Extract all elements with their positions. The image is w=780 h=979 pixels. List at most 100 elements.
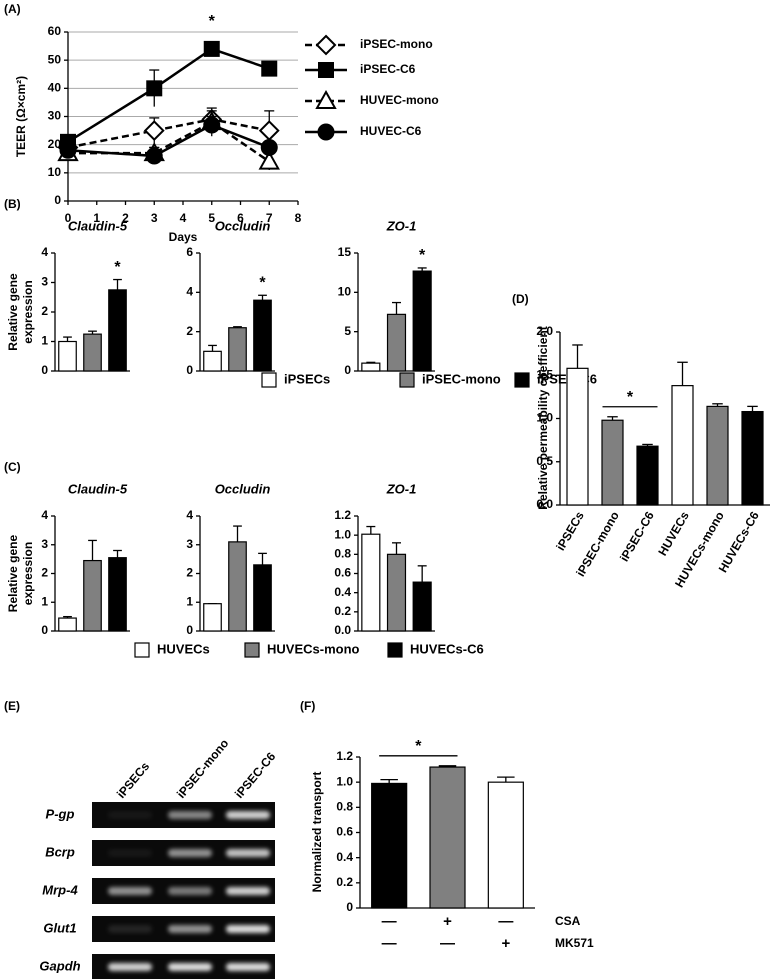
y-tick-label: 1.2 — [336, 749, 353, 763]
y-tick-label: 50 — [48, 52, 62, 66]
subplot-title: ZO-1 — [386, 481, 417, 496]
marker — [261, 60, 278, 77]
significance-label: * — [415, 738, 422, 755]
marker — [143, 120, 165, 141]
bar — [203, 350, 222, 372]
panel-label: (C) — [4, 460, 21, 474]
y-tick-label: 0 — [41, 623, 48, 637]
bar — [108, 289, 127, 372]
bar — [636, 445, 659, 506]
gel-band — [226, 887, 270, 895]
subplot-title: ZO-1 — [386, 218, 417, 233]
x-axis-label: Days — [169, 230, 198, 244]
y-tick-label: 2 — [41, 304, 48, 318]
row-label: P-gp — [46, 806, 75, 821]
y-tick-label: 4 — [186, 285, 193, 299]
gel-band — [108, 887, 152, 895]
legend-label: HUVEC-C6 — [360, 124, 422, 138]
row-label: Glut1 — [43, 920, 76, 935]
y-tick-label: 3 — [41, 537, 48, 551]
y-tick-label: 0 — [41, 363, 48, 377]
y-tick-label: 2.0 — [536, 324, 553, 338]
significance-label: * — [627, 389, 634, 406]
column-label: iPSEC-C6 — [232, 749, 279, 801]
gel-band — [108, 963, 152, 971]
y-tick-label: 0 — [346, 900, 353, 914]
legend-label: HUVECs — [157, 641, 210, 656]
y-tick-label: 0.6 — [334, 566, 351, 580]
subplot-title: Occludin — [215, 481, 271, 496]
x-tick-label: 6 — [237, 211, 244, 225]
y-tick-label: 10 — [48, 165, 62, 179]
x-tick-label: iPSECs — [553, 509, 587, 553]
gel-band — [168, 925, 212, 933]
treatment-sign: + — [443, 913, 452, 930]
significance-label: * — [259, 275, 266, 292]
significance-label: * — [419, 247, 426, 264]
legend-swatch — [387, 642, 403, 658]
y-tick-label: 0.5 — [536, 454, 553, 468]
significance-label: * — [114, 259, 121, 276]
x-tick-label: HUVECs — [655, 509, 692, 558]
y-tick-label: 0.4 — [336, 850, 353, 864]
gel-band — [226, 849, 270, 857]
series-line — [67, 47, 270, 143]
bar — [671, 385, 694, 506]
y-tick-label: 2 — [186, 566, 193, 580]
y-tick-label: 1.5 — [536, 367, 553, 381]
y-tick-label: 0.4 — [334, 585, 351, 599]
bar — [108, 557, 127, 632]
y-axis-label: Relative gene — [6, 534, 20, 612]
bar — [386, 553, 407, 632]
panel-label: (F) — [300, 699, 315, 713]
y-tick-label: 2 — [41, 566, 48, 580]
legend-label: iPSEC-mono — [422, 371, 501, 386]
y-tick-label: 60 — [48, 24, 62, 38]
column-label: iPSECs — [114, 759, 152, 801]
bar — [412, 581, 432, 632]
gel-band — [108, 925, 152, 933]
x-tick-label: 0 — [65, 211, 72, 225]
y-tick-label: 6 — [186, 245, 193, 259]
bar — [83, 559, 102, 632]
bar — [361, 362, 381, 372]
subplot-title: Claudin-5 — [68, 218, 128, 233]
marker — [318, 62, 334, 78]
y-tick-label: 15 — [338, 245, 352, 259]
gel-band — [168, 963, 212, 971]
y-tick-label: 1.0 — [536, 411, 553, 425]
marker — [258, 120, 280, 141]
marker — [260, 138, 278, 156]
y-tick-label: 1.0 — [334, 527, 351, 541]
treatment-sign: + — [501, 935, 510, 952]
marker — [145, 147, 163, 165]
bar — [429, 766, 466, 909]
x-tick-label: 7 — [266, 211, 273, 225]
legend-label: HUVECs-mono — [267, 641, 360, 656]
y-tick-label: 0.0 — [536, 497, 553, 511]
bar — [566, 367, 589, 506]
gel-band — [226, 963, 270, 971]
y-tick-label: 0.6 — [336, 825, 353, 839]
y-axis-label: Relative gene — [6, 273, 20, 351]
panel-label: (E) — [4, 699, 20, 713]
row-label: Gapdh — [39, 958, 80, 973]
x-tick-label: 1 — [93, 211, 100, 225]
bar — [371, 782, 408, 909]
y-tick-label: 0 — [344, 363, 351, 377]
y-tick-label: 0.2 — [336, 875, 353, 889]
subplot-title: Occludin — [215, 218, 271, 233]
bar — [228, 327, 247, 372]
bar — [412, 270, 432, 372]
legend-label: iPSEC-C6 — [360, 62, 416, 76]
x-tick-label: 2 — [122, 211, 129, 225]
column-label: iPSEC-mono — [174, 736, 231, 801]
y-tick-label: 3 — [41, 275, 48, 289]
y-tick-label: 30 — [48, 109, 62, 123]
y-tick-label: 1.2 — [334, 508, 351, 522]
bar — [741, 410, 764, 506]
marker — [258, 150, 280, 170]
bar — [386, 313, 407, 372]
marker — [146, 80, 163, 97]
